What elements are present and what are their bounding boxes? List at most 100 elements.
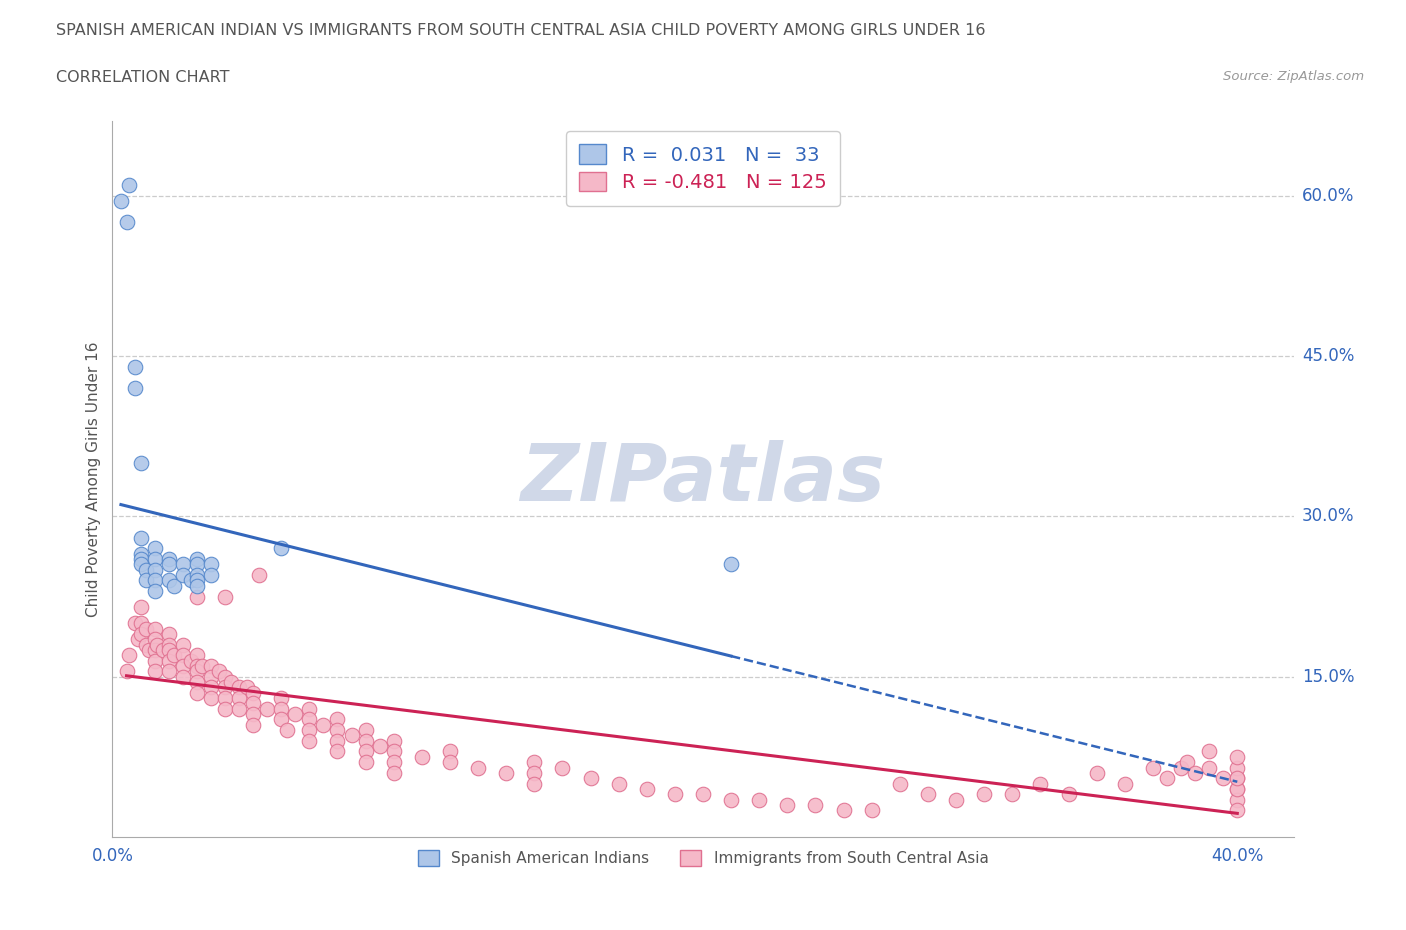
Point xyxy=(1226,771,1249,786)
Point xyxy=(748,792,770,807)
Text: 15.0%: 15.0% xyxy=(1302,668,1354,685)
Point xyxy=(284,707,307,722)
Point xyxy=(1226,771,1249,786)
Point xyxy=(945,792,967,807)
Point xyxy=(143,584,166,599)
Point xyxy=(172,637,194,652)
Point xyxy=(1114,777,1136,791)
Point xyxy=(382,765,405,780)
Point xyxy=(1212,771,1234,786)
Point xyxy=(135,637,157,652)
Point xyxy=(191,658,214,673)
Point xyxy=(135,573,157,588)
Point xyxy=(115,215,138,230)
Y-axis label: Child Poverty Among Girls Under 16: Child Poverty Among Girls Under 16 xyxy=(86,341,101,617)
Point xyxy=(247,567,270,582)
Point xyxy=(1226,803,1249,817)
Point xyxy=(200,557,222,572)
Point xyxy=(607,777,630,791)
Point xyxy=(439,744,461,759)
Point xyxy=(1156,771,1178,786)
Point xyxy=(135,621,157,636)
Point xyxy=(157,573,180,588)
Point xyxy=(163,578,186,593)
Point xyxy=(186,658,208,673)
Point xyxy=(298,723,321,737)
Point xyxy=(129,551,152,566)
Point xyxy=(1175,755,1198,770)
Point xyxy=(200,670,222,684)
Point xyxy=(135,563,157,578)
Point xyxy=(143,541,166,556)
Point xyxy=(200,691,222,706)
Point xyxy=(889,777,911,791)
Point xyxy=(172,567,194,582)
Point xyxy=(180,573,202,588)
Point xyxy=(172,658,194,673)
Point xyxy=(1057,787,1080,802)
Point xyxy=(326,723,349,737)
Point xyxy=(832,803,855,817)
Point xyxy=(143,551,166,566)
Point xyxy=(214,701,236,716)
Point xyxy=(186,589,208,604)
Point xyxy=(152,643,174,658)
Point xyxy=(340,728,363,743)
Point xyxy=(186,648,208,663)
Point xyxy=(720,792,742,807)
Point xyxy=(200,567,222,582)
Point xyxy=(1029,777,1052,791)
Point xyxy=(186,557,208,572)
Point xyxy=(129,616,152,631)
Point xyxy=(1198,744,1220,759)
Point xyxy=(157,664,180,679)
Text: ZIPatlas: ZIPatlas xyxy=(520,440,886,518)
Point xyxy=(579,771,602,786)
Point xyxy=(115,664,138,679)
Point xyxy=(214,680,236,695)
Legend: Spanish American Indians, Immigrants from South Central Asia: Spanish American Indians, Immigrants fro… xyxy=(412,844,994,872)
Point xyxy=(228,680,250,695)
Point xyxy=(143,621,166,636)
Point xyxy=(124,380,146,395)
Point xyxy=(186,674,208,689)
Text: Source: ZipAtlas.com: Source: ZipAtlas.com xyxy=(1223,70,1364,83)
Point xyxy=(1198,760,1220,775)
Point xyxy=(236,680,259,695)
Point xyxy=(146,637,169,652)
Point xyxy=(1226,781,1249,796)
Point xyxy=(1085,765,1108,780)
Point xyxy=(143,573,166,588)
Point xyxy=(118,178,141,193)
Point xyxy=(354,723,377,737)
Point xyxy=(411,750,433,764)
Point xyxy=(219,674,242,689)
Point xyxy=(157,627,180,642)
Point xyxy=(163,648,186,663)
Point xyxy=(298,734,321,749)
Point xyxy=(157,643,180,658)
Point xyxy=(127,631,149,646)
Point xyxy=(172,648,194,663)
Point xyxy=(692,787,714,802)
Text: 45.0%: 45.0% xyxy=(1302,347,1354,365)
Point xyxy=(860,803,883,817)
Point xyxy=(368,738,391,753)
Point xyxy=(143,643,166,658)
Text: 60.0%: 60.0% xyxy=(1302,187,1354,205)
Point xyxy=(143,653,166,668)
Point xyxy=(157,557,180,572)
Point xyxy=(1184,765,1206,780)
Point xyxy=(242,717,264,732)
Point xyxy=(157,637,180,652)
Point xyxy=(124,616,146,631)
Point xyxy=(208,664,231,679)
Point xyxy=(551,760,574,775)
Point xyxy=(354,734,377,749)
Point xyxy=(129,600,152,615)
Point xyxy=(129,456,152,471)
Point xyxy=(495,765,517,780)
Point xyxy=(186,567,208,582)
Point xyxy=(523,765,546,780)
Point xyxy=(143,664,166,679)
